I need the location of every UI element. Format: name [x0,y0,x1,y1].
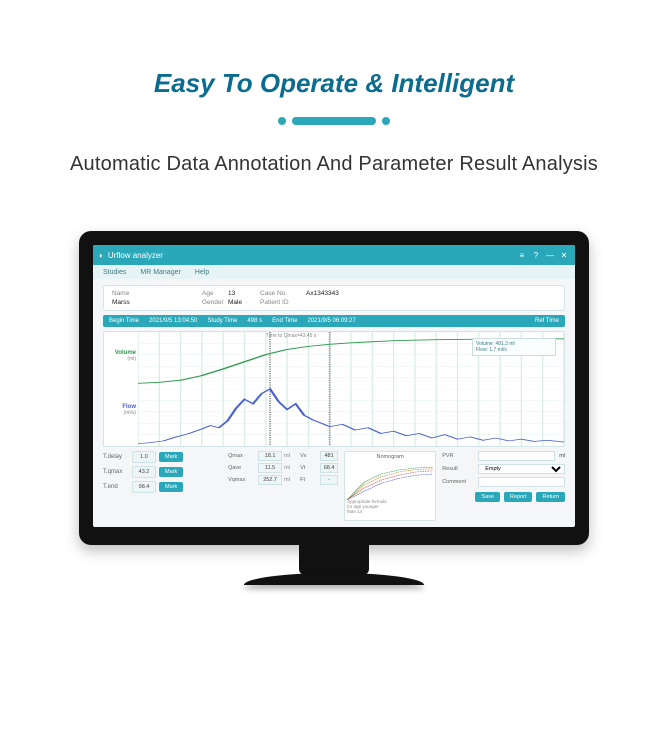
help-icon[interactable]: ? [531,251,541,260]
minimize-icon[interactable]: — [545,251,555,260]
mark-button-2[interactable]: Mark [159,482,183,492]
pid-value [306,299,366,306]
param-label: Qmax [228,451,256,461]
chart-top-caption: Time to Qmax=43.45 s [266,333,317,339]
chart-infobox: Volume: 481.3 ml Flow: 1.7 ml/s [472,338,556,356]
mark-value: 1.0 [132,451,156,463]
param-label2: Vv [300,451,318,461]
marks-panel: T.delay 1.0 Mark T.qmax 43.2 Mark T.end … [103,451,222,521]
study-value: 498 s [247,318,262,324]
case-label: Case No. [260,290,302,297]
bottom-panel: T.delay 1.0 Mark T.qmax 43.2 Mark T.end … [93,451,575,527]
param-value: 11.5 [258,463,282,473]
flow-unit: (ml/s) [122,410,136,416]
param-label2: Vt [300,463,318,473]
side-panel: PVR ml Result Empty Comment [442,451,565,521]
mark-label: T.end [103,484,129,490]
param-value2: 481 [320,451,338,461]
end-value: 2021/9/5 06:09:27 [307,318,355,324]
mark-value: 43.2 [132,466,156,478]
begin-value: 2021/9/5 13:04:50 [149,318,197,324]
mark-row: T.delay 1.0 Mark [103,451,222,463]
chart-area[interactable]: Volume (ml) Flow (ml/s) [103,331,565,447]
name-label: Name [112,290,144,297]
name-value-2: Marss [112,299,198,306]
hero-subtitle: Automatic Data Annotation And Parameter … [0,153,668,176]
menu-icon[interactable]: ≡ [517,251,527,260]
menubar: Studies MR Manager Help [93,265,575,279]
app-screen: ◐ Urflow analyzer ≡ ? — ✕ Studies MR Man… [93,245,575,527]
mark-label: T.qmax [103,469,129,475]
nomogram-note: Appropriate formulafor age youngerthan 1… [347,500,433,515]
close-icon[interactable]: ✕ [559,251,569,260]
param-unit: ml [284,475,298,485]
pvr-unit: ml [559,453,565,459]
param-value: 252.7 [258,475,282,485]
reftime-label: Ref Time [535,318,559,324]
param-label: Vqmax [228,475,256,485]
param-value: 18.1 [258,451,282,461]
result-select[interactable]: Empty [478,464,565,474]
comment-input[interactable] [478,477,565,487]
hero-title: Easy To Operate & Intelligent [0,68,668,99]
name-value [148,290,198,297]
patient-panel: Name Age 13 Case No. Ax1343343 Marss Gen… [103,285,565,311]
result-label: Result [442,466,474,472]
begin-label: Begin Time [109,318,139,324]
menu-mr-manager[interactable]: MR Manager [140,269,180,276]
mark-row: T.qmax 43.2 Mark [103,466,222,478]
params-panel: Qmax 18.1 ml Vv 481 Qave 11.5 ml Vt 68.4… [228,451,338,521]
param-value2: 68.4 [320,463,338,473]
volume-unit: (ml) [115,356,136,362]
app-logo-icon: ◐ [99,251,104,260]
mark-button-1[interactable]: Mark [159,467,183,477]
age-value: 13 [228,290,256,297]
menu-help[interactable]: Help [195,269,209,276]
pvr-input[interactable] [478,451,555,461]
mark-row: T.end 98.4 Mark [103,481,222,493]
param-unit: ml [284,463,298,473]
titlebar: ◐ Urflow analyzer ≡ ? — ✕ [93,245,575,265]
mark-button-0[interactable]: Mark [159,452,183,462]
case-value: Ax1343343 [306,290,366,297]
gender-value: Male [228,299,256,306]
pvr-label: PVR [442,453,474,459]
hero-divider [0,117,668,125]
menu-studies[interactable]: Studies [103,269,126,276]
nomogram-svg [347,460,433,500]
comment-label: Comment [442,479,474,485]
param-unit: ml [284,451,298,461]
monitor: ◐ Urflow analyzer ≡ ? — ✕ Studies MR Man… [0,231,668,585]
mark-label: T.delay [103,454,129,460]
report-button[interactable]: Report [504,492,533,502]
study-label: Study Time [207,318,237,324]
param-value2: - [320,475,338,485]
param-label2: Ft [300,475,318,485]
save-button[interactable]: Save [475,492,500,502]
app-title: Urflow analyzer [108,251,163,260]
param-label: Qave [228,463,256,473]
gender-label: Gender [202,299,224,306]
nomogram-panel: Nomogram Appropriate formulafor age youn… [344,451,436,521]
age-label: Age [202,290,224,297]
mark-value: 98.4 [132,481,156,493]
timebar: Begin Time 2021/9/5 13:04:50 Study Time … [103,315,565,327]
pid-label: Patient ID [260,299,302,306]
end-label: End Time [272,318,297,324]
return-button[interactable]: Return [536,492,565,502]
